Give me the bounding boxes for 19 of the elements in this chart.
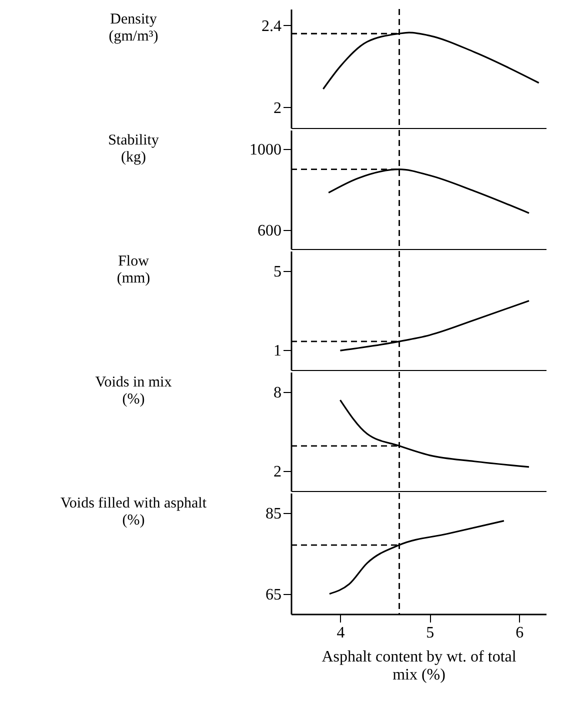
y-tick-label: 85 — [266, 506, 282, 523]
x-tick-label: 5 — [426, 624, 434, 642]
y-tick-label: 1 — [274, 342, 282, 360]
y-tick-label: 8 — [274, 384, 282, 402]
y-axis-title: Stability (kg) — [108, 132, 160, 166]
y-tick-label: 2 — [274, 100, 282, 117]
y-tick-label: 600 — [258, 222, 282, 240]
x-axis-title: Asphalt content by wt. of total mix (%) — [322, 648, 517, 684]
y-tick-label: 2 — [274, 464, 282, 481]
y-axis-title: Flow (mm) — [116, 254, 150, 286]
y-axis-title: Voids in mix (%) — [95, 374, 172, 408]
y-tick-label: 1000 — [250, 142, 282, 159]
y-tick-label: 5 — [274, 263, 282, 280]
y-tick-label: 65 — [266, 586, 282, 604]
y-axis-title: Voids filled with asphalt (%) — [60, 496, 208, 528]
y-axis-title: Density (gm/m³) — [108, 12, 158, 44]
x-tick-label: 6 — [516, 624, 524, 642]
x-tick-label: 4 — [336, 624, 345, 642]
y-tick-label: 2.4 — [262, 18, 282, 35]
